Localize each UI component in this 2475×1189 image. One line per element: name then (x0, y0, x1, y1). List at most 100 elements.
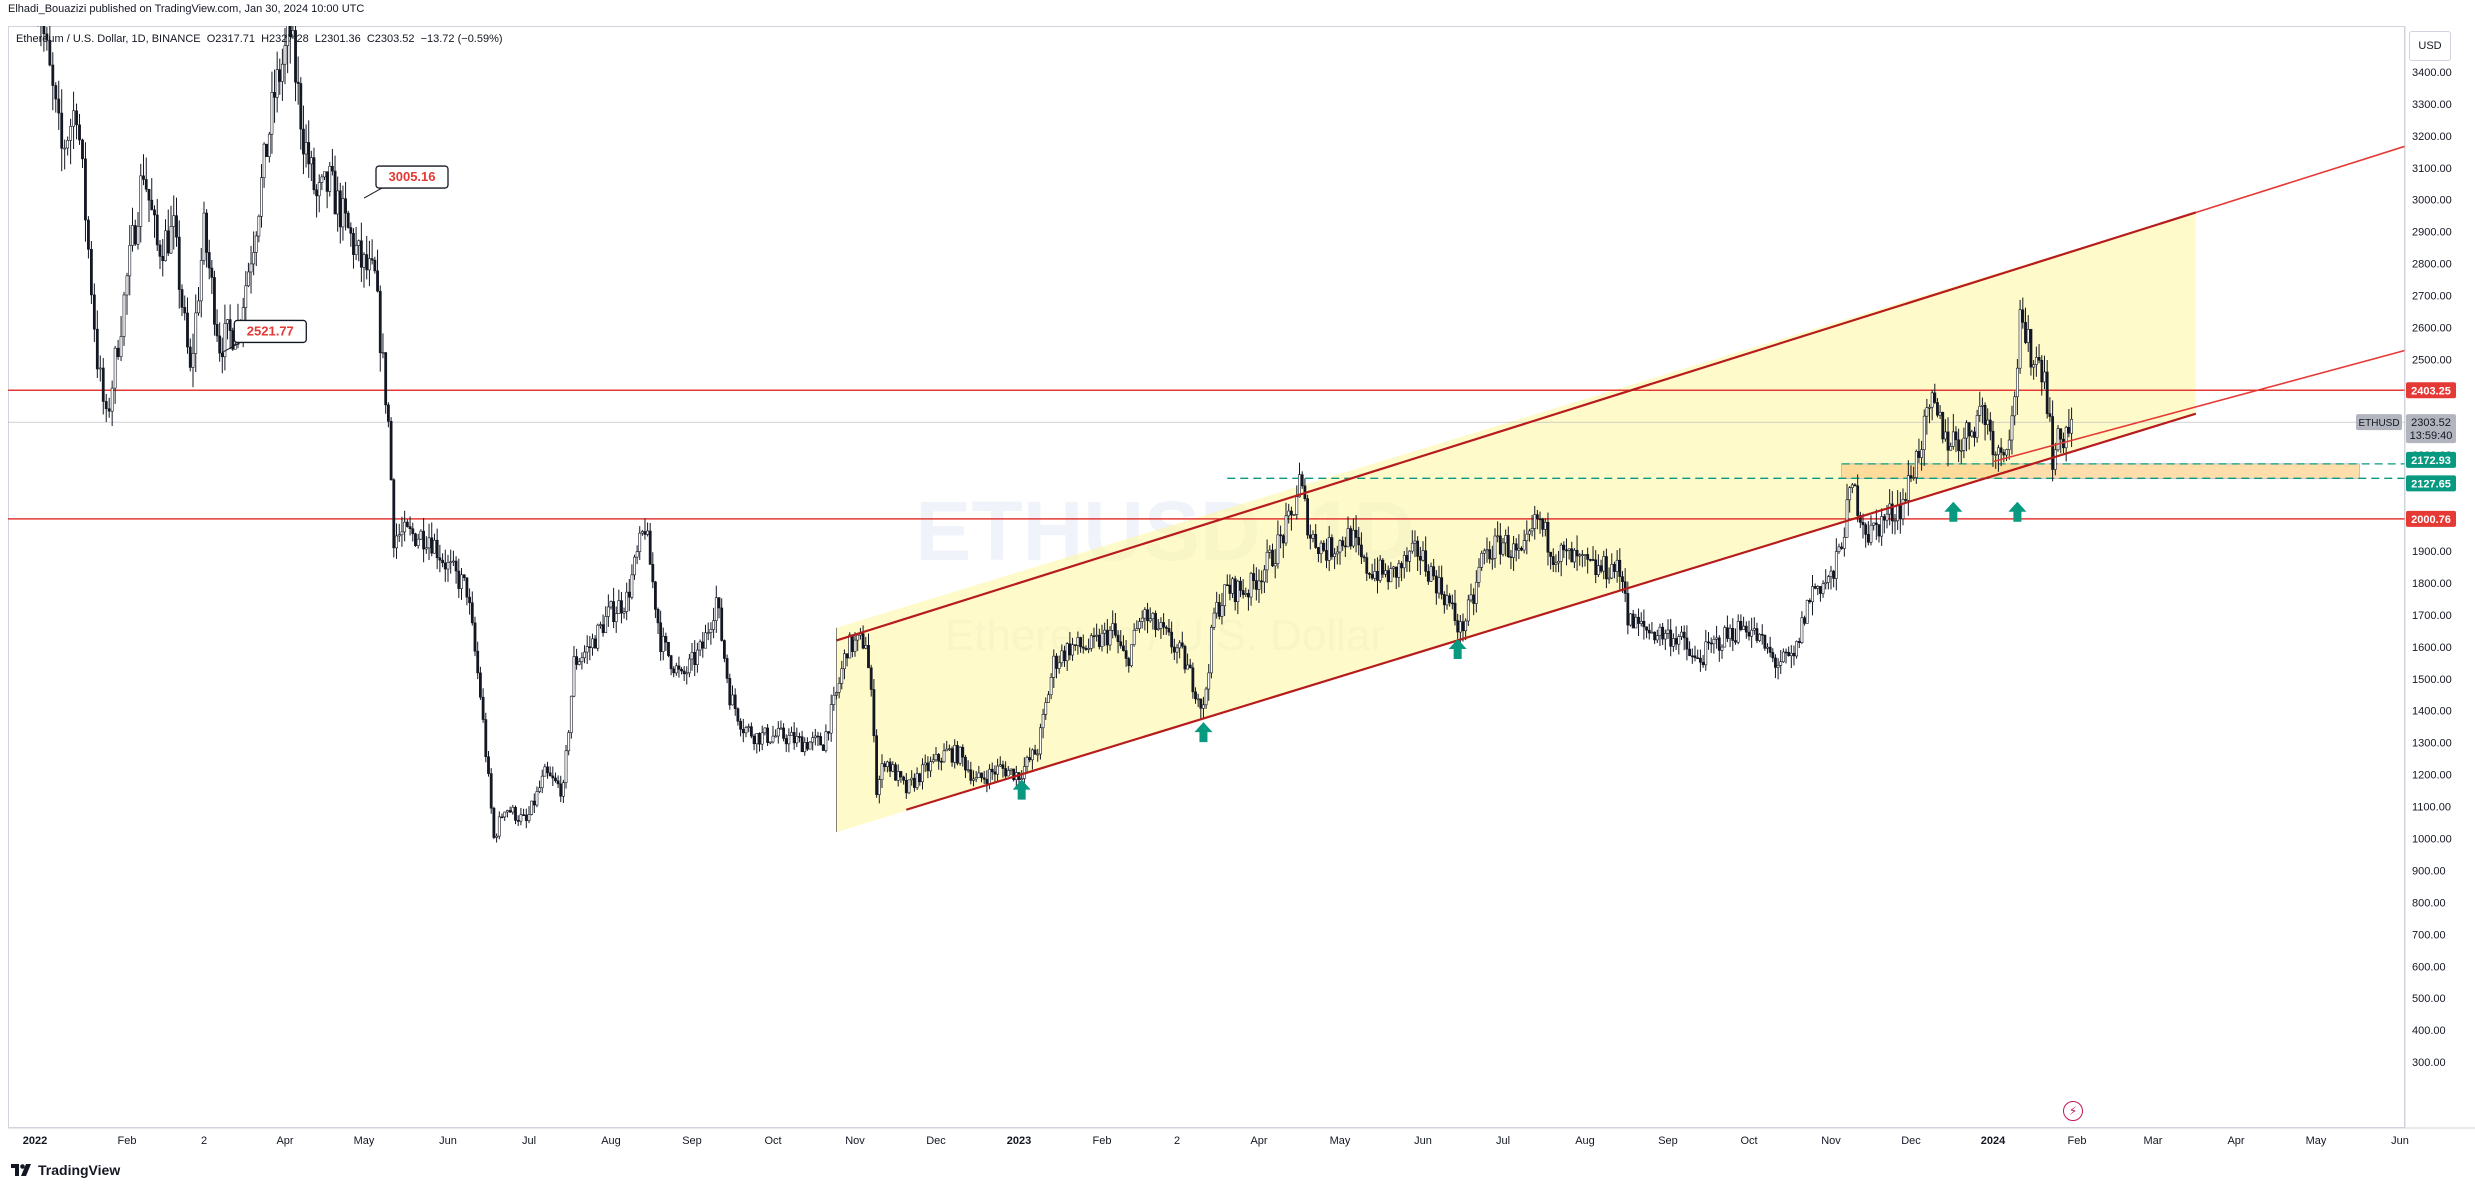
candle (1991, 421, 1995, 467)
candle (564, 744, 568, 789)
channel-lower-extension[interactable] (1992, 331, 2475, 463)
candle (877, 775, 881, 804)
price-callout[interactable]: 3005.16 (363, 165, 449, 199)
candle (964, 754, 967, 779)
candle (535, 786, 539, 808)
candle (325, 171, 329, 209)
candle (1183, 644, 1187, 674)
up-arrow-icon[interactable] (1012, 779, 1031, 800)
candle (511, 804, 515, 815)
candle (419, 529, 423, 540)
candle (1279, 525, 1283, 549)
candle (1047, 691, 1050, 703)
plot-area[interactable]: ETHUSD, 1DEthereum / U.S. Dollar3005.162… (8, 0, 2475, 843)
candle (233, 342, 237, 350)
lightning-icon[interactable]: ⚡ (2063, 1101, 2083, 1121)
candle (601, 614, 605, 637)
candle (304, 124, 308, 168)
candle (640, 529, 644, 536)
up-arrow-icon[interactable] (1944, 501, 1963, 522)
time-axis[interactable]: 2022 Feb 2 Apr May Jun Jul Aug Sep Oct Nov Dec 2023 F… (8, 1127, 2475, 1147)
candle (784, 734, 788, 753)
candle (969, 761, 973, 785)
candle (516, 815, 520, 827)
channel-upper-extension[interactable] (2195, 123, 2475, 214)
level-price-label[interactable]: 2000.76 (2406, 510, 2456, 527)
up-arrow-icon[interactable] (1194, 722, 1213, 743)
candle (1666, 619, 1670, 639)
time-tick: Nov (1821, 1135, 1841, 1147)
candle (1089, 633, 1093, 652)
candle (1805, 599, 1809, 624)
candle (1496, 521, 1500, 543)
up-arrow-icon[interactable] (1448, 639, 1467, 660)
candle (1453, 589, 1457, 626)
candle (244, 271, 248, 325)
candle (1973, 426, 1976, 447)
candle (1997, 444, 2000, 472)
candle (449, 549, 453, 574)
candle (1087, 638, 1091, 654)
dashed-price-label[interactable]: 2127.65 (2406, 475, 2456, 492)
candle (1265, 539, 1269, 583)
time-tick: May (354, 1135, 375, 1147)
candle (1551, 548, 1555, 573)
candle (567, 729, 571, 756)
candle (1298, 462, 1301, 498)
symbol-description[interactable]: Ethereum / U.S. Dollar, 1D, BINANCE (16, 33, 201, 45)
candle (199, 247, 203, 318)
candle (1781, 648, 1785, 663)
candle (333, 155, 337, 215)
candle (1832, 569, 1836, 588)
candle (939, 757, 943, 771)
candle (1025, 755, 1029, 774)
candle (1872, 522, 1876, 531)
support-zone[interactable] (1841, 463, 2360, 479)
candle (338, 182, 342, 244)
candle (63, 139, 67, 170)
candle (1634, 613, 1638, 629)
candle (1437, 565, 1441, 599)
candle (1565, 538, 1568, 566)
candle (1033, 744, 1037, 755)
candle (1501, 538, 1505, 557)
up-arrow-icon[interactable] (2008, 501, 2027, 522)
candle (1394, 566, 1398, 590)
candle (776, 721, 780, 744)
candle (1642, 609, 1646, 640)
candle (1824, 569, 1828, 590)
candle (942, 743, 946, 763)
candle (275, 51, 279, 113)
candle (302, 105, 305, 175)
candle (1880, 508, 1884, 546)
level-price-label[interactable]: 2403.25 (2406, 382, 2456, 399)
price-tick: 600.00 (2412, 961, 2446, 973)
footer-brand: TradingView (38, 1162, 121, 1178)
candle (1095, 623, 1099, 642)
candle (1803, 615, 1806, 626)
price-axis[interactable]: 3400.00 3300.00 3200.00 3100.00 3000.00 2900.… (2356, 26, 2456, 1128)
candle (1744, 621, 1748, 639)
time-tick: Sep (1658, 1135, 1678, 1147)
candle (1528, 528, 1531, 542)
tradingview-footer[interactable]: TradingView (10, 1162, 120, 1178)
candle (1424, 536, 1428, 577)
symbol-tag[interactable]: ETHUSD (2356, 414, 2402, 431)
candle (1490, 545, 1494, 570)
candle (288, 26, 292, 64)
channel-upper-line[interactable] (836, 211, 2197, 642)
candle (1084, 645, 1088, 651)
currency-button[interactable]: USD (2409, 31, 2451, 61)
time-tick: Jun (2391, 1135, 2409, 1147)
price-callout[interactable]: 2521.77 (222, 319, 307, 353)
candle (1559, 542, 1563, 577)
candle (2032, 360, 2036, 380)
channel-lower-line[interactable] (905, 412, 2197, 811)
candle (1260, 570, 1264, 594)
candle (1869, 515, 1873, 546)
candle (1596, 554, 1600, 578)
dashed-price-label[interactable]: 2172.93 (2406, 451, 2456, 468)
price-tick: 700.00 (2412, 929, 2446, 941)
